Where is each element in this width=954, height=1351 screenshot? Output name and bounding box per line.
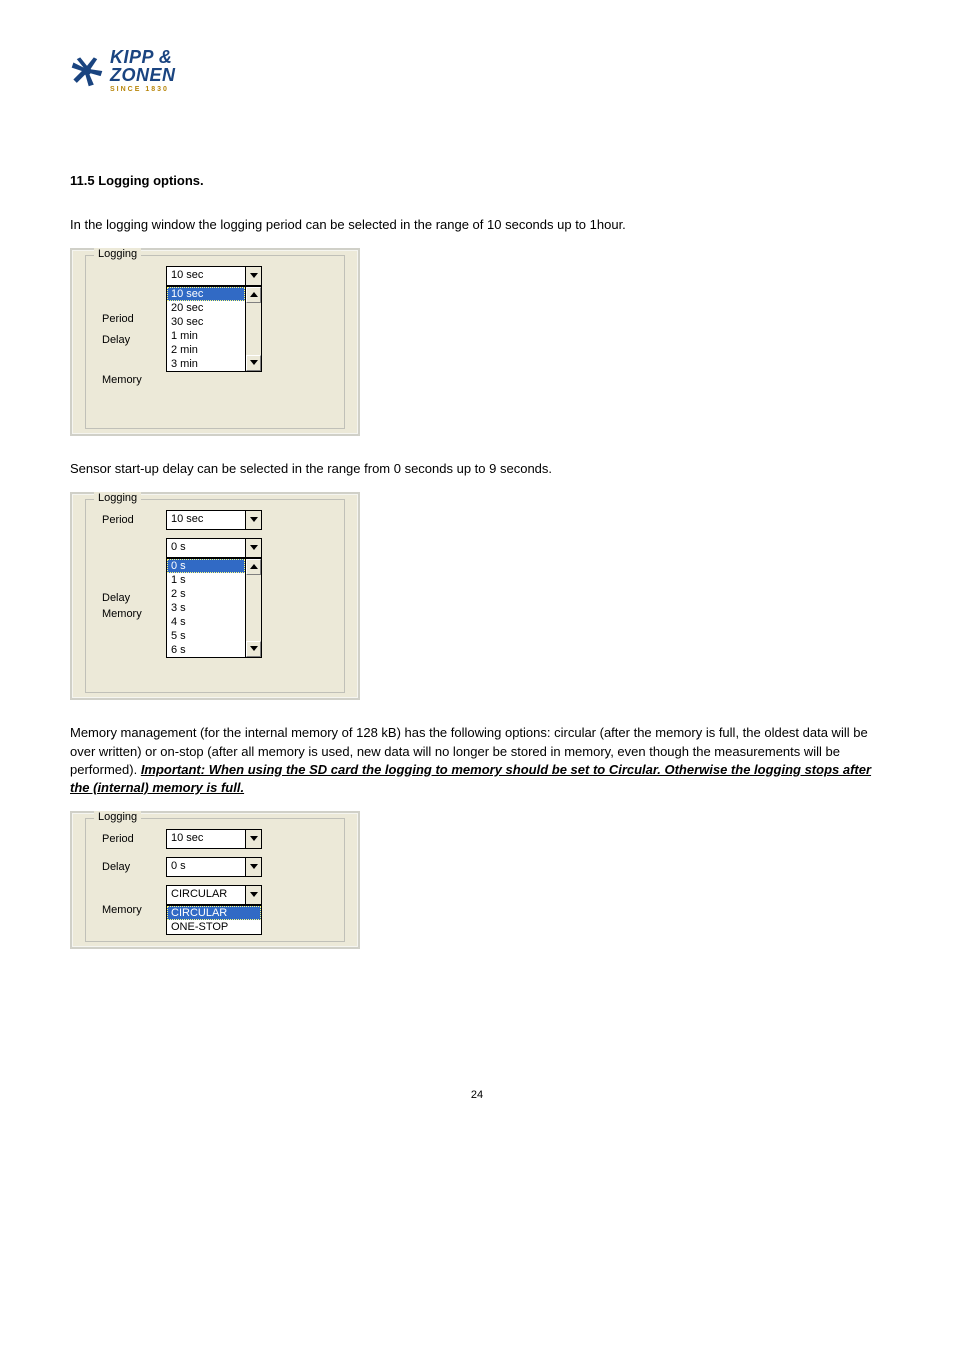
scroll-up-icon[interactable] <box>246 559 261 575</box>
period-label: Period <box>102 833 166 845</box>
logo-mark-icon <box>70 54 104 88</box>
list-item[interactable]: 6 s <box>167 643 245 657</box>
fieldset-legend: Logging <box>94 811 141 823</box>
period-value: 10 sec <box>167 830 245 848</box>
list-item[interactable]: 2 s <box>167 587 245 601</box>
logo-line2: ZONEN <box>110 66 176 84</box>
dropdown-arrow-icon[interactable] <box>245 886 261 904</box>
period-listbox[interactable]: 10 sec 20 sec 30 sec 1 min 2 min 3 min <box>166 286 262 372</box>
paragraph-delay: Sensor start-up delay can be selected in… <box>70 460 884 478</box>
period-label: Period <box>102 313 166 325</box>
list-item[interactable]: 1 min <box>167 329 245 343</box>
list-item[interactable]: 1 s <box>167 573 245 587</box>
dropdown-arrow-icon[interactable] <box>245 511 261 529</box>
delay-label: Delay <box>102 334 166 346</box>
list-item[interactable]: ONE-STOP <box>167 920 261 934</box>
dropdown-arrow-icon[interactable] <box>245 830 261 848</box>
dropdown-arrow-icon[interactable] <box>245 267 261 285</box>
scrollbar[interactable] <box>245 287 261 371</box>
paragraph-memory-important: Important: When using the SD card the lo… <box>70 762 871 795</box>
period-dropdown[interactable]: 10 sec <box>166 510 262 530</box>
logo-line1: KIPP & <box>110 48 176 66</box>
scrollbar[interactable] <box>245 559 261 657</box>
logging-panel-memory: Logging Period 10 sec Delay 0 s <box>70 811 360 949</box>
scroll-down-icon[interactable] <box>246 355 261 371</box>
period-dropdown[interactable]: 10 sec <box>166 829 262 849</box>
memory-listbox[interactable]: CIRCULAR ONE-STOP <box>166 905 262 935</box>
dropdown-arrow-icon[interactable] <box>245 539 261 557</box>
delay-value: 0 s <box>167 858 245 876</box>
list-item[interactable]: 10 sec <box>167 287 245 301</box>
delay-listbox[interactable]: 0 s 1 s 2 s 3 s 4 s 5 s 6 s <box>166 558 262 658</box>
scroll-up-icon[interactable] <box>246 287 261 303</box>
dropdown-arrow-icon[interactable] <box>245 858 261 876</box>
delay-dropdown[interactable]: 0 s <box>166 538 262 558</box>
delay-label: Delay <box>102 861 166 873</box>
period-dropdown[interactable]: 10 sec <box>166 266 262 286</box>
delay-label: Delay <box>102 592 166 604</box>
brand-logo: KIPP & ZONEN SINCE 1830 <box>70 48 884 93</box>
page-number: 24 <box>70 1089 884 1101</box>
memory-dropdown[interactable]: CIRCULAR <box>166 885 262 905</box>
fieldset-legend: Logging <box>94 248 141 260</box>
section-heading: 11.5 Logging options. <box>70 173 884 188</box>
logging-panel-delay: Logging Period 10 sec Delay 0 s <box>70 492 360 700</box>
list-item[interactable]: 30 sec <box>167 315 245 329</box>
period-value: 10 sec <box>167 511 245 529</box>
memory-value: CIRCULAR <box>167 886 245 904</box>
list-item[interactable]: 5 s <box>167 629 245 643</box>
period-label: Period <box>102 514 166 526</box>
paragraph-period: In the logging window the logging period… <box>70 216 884 234</box>
scroll-down-icon[interactable] <box>246 641 261 657</box>
list-item[interactable]: 4 s <box>167 615 245 629</box>
list-item[interactable]: 0 s <box>167 559 245 573</box>
memory-label: Memory <box>102 374 166 386</box>
logo-since: SINCE 1830 <box>110 86 176 93</box>
fieldset-legend: Logging <box>94 492 141 504</box>
list-item[interactable]: 3 min <box>167 357 245 371</box>
delay-value: 0 s <box>167 539 245 557</box>
logging-panel-period: Logging Period 10 sec 10 sec 20 sec <box>70 248 360 436</box>
period-value: 10 sec <box>167 267 245 285</box>
delay-dropdown[interactable]: 0 s <box>166 857 262 877</box>
logo-text: KIPP & ZONEN SINCE 1830 <box>110 48 176 93</box>
list-item[interactable]: 3 s <box>167 601 245 615</box>
list-item[interactable]: 20 sec <box>167 301 245 315</box>
list-item[interactable]: CIRCULAR <box>167 906 261 920</box>
paragraph-memory: Memory management (for the internal memo… <box>70 724 884 797</box>
list-item[interactable]: 2 min <box>167 343 245 357</box>
memory-label: Memory <box>102 904 166 916</box>
memory-label: Memory <box>102 608 166 620</box>
